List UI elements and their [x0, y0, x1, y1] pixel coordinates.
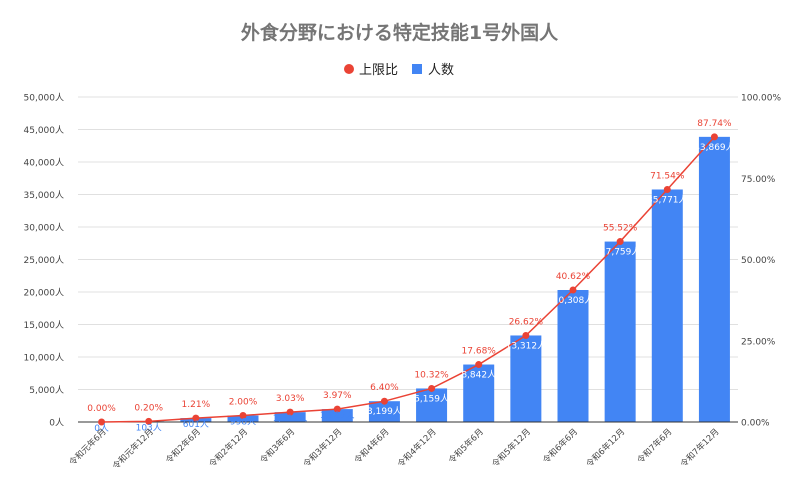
ratio-data-label: 26.62%	[509, 317, 544, 327]
ratio-point	[145, 417, 153, 425]
x-tick-label: 令和7年6月	[635, 426, 674, 465]
bar-data-label: 27,759人	[600, 247, 641, 258]
gridlines	[78, 96, 738, 390]
chart-title: 外食分野における特定技能1号外国人	[241, 21, 559, 44]
y-left-tick-label: 10,000人	[24, 353, 65, 364]
ratio-data-label: 71.54%	[650, 171, 685, 181]
ratio-point	[569, 286, 577, 294]
ratio-data-label: 0.20%	[134, 403, 163, 413]
x-axis-tick-labels: 令和元年6月 令和元年12月 令和2年6月 令和2年12月 令和3年6月 令和3年12月令…	[67, 426, 722, 471]
x-tick-label: 令和3年6月	[258, 426, 297, 465]
x-tick-label: 令和6年6月	[541, 426, 580, 465]
x-tick-label: 令和5年12月	[490, 426, 533, 469]
bar	[416, 388, 448, 422]
bar-data-label: 998人	[230, 417, 256, 428]
bar	[368, 401, 400, 422]
ratio-data-label: 2.00%	[229, 398, 258, 408]
ratio-point	[475, 361, 483, 369]
ratio-point	[98, 418, 106, 426]
bar	[651, 189, 683, 422]
ratio-data-label: 6.40%	[370, 383, 399, 393]
bar	[510, 335, 542, 422]
bar-data-label: 601人	[183, 419, 209, 430]
y-left-tick-label: 20,000人	[24, 288, 65, 299]
bar-data-label: 1,517人	[273, 413, 308, 424]
bar-data-label: 0人	[94, 423, 109, 434]
x-tick-label: 令和2年12月	[207, 426, 250, 469]
legend: 上限比 人数	[344, 63, 454, 78]
bar-data-label: 1,985人	[320, 410, 355, 421]
y-right-tick-label: 50.00%	[741, 256, 776, 266]
bar-series	[133, 136, 730, 422]
y-left-tick-label: 35,000人	[24, 190, 65, 201]
legend-marker-count	[412, 64, 422, 74]
bar-data-label: 8,842人	[461, 370, 496, 381]
ratio-data-label: 55.52%	[603, 224, 638, 234]
y-left-tick-label: 5,000人	[29, 385, 64, 396]
bar-data-label: 5,159人	[414, 393, 449, 404]
ratio-point	[710, 133, 718, 141]
y-left-tick-label: 15,000人	[24, 320, 65, 331]
x-tick-label: 令和元年12月	[110, 426, 155, 471]
y-axis-left: 0人 5,000人 10,000人 15,000人 20,000人 25,000人 30,0…	[24, 93, 65, 429]
x-tick-label: 令和4年12月	[395, 426, 438, 469]
ratio-point	[428, 384, 436, 392]
ratio-point	[380, 397, 388, 405]
ratio-data-label: 10.32%	[414, 370, 449, 380]
x-tick-label: 令和5年6月	[446, 426, 485, 465]
y-right-tick-label: 100.00%	[741, 94, 781, 104]
y-right-tick-label: 75.00%	[741, 175, 776, 185]
x-tick-label: 令和元年6月	[67, 426, 109, 468]
x-tick-label: 令和2年6月	[164, 426, 203, 465]
x-tick-label: 令和3年12月	[301, 426, 344, 469]
ratio-data-label: 3.97%	[323, 391, 352, 401]
bar	[274, 412, 306, 422]
ratio-line-series	[98, 133, 718, 426]
ratio-line	[101, 136, 715, 423]
legend-marker-ratio	[344, 64, 354, 74]
bar-data-label: 20,308人	[553, 295, 594, 306]
y-left-tick-label: 0人	[49, 418, 64, 429]
y-right-tick-label: 25.00%	[741, 337, 776, 347]
legend-label-ratio: 上限比	[359, 63, 398, 78]
ratio-data-label: 40.62%	[556, 272, 591, 282]
ratio-data-label: 1.21%	[182, 400, 211, 410]
bar-data-label: 3,199人	[367, 406, 402, 417]
bar-data-label: 35,771人	[647, 194, 688, 205]
bar	[557, 289, 589, 422]
bar-data-labels: 0人 103人 601人 998人 1,517人 1,985人 3,199人 5,159人 8,…	[94, 142, 734, 434]
ratio-point	[192, 414, 200, 422]
ratio-point	[239, 412, 247, 419]
x-tick-label: 令和7年12月	[678, 426, 721, 469]
y-left-tick-label: 30,000人	[24, 223, 65, 234]
bar	[463, 364, 495, 422]
ratio-data-label: 3.03%	[276, 394, 305, 404]
y-left-tick-label: 25,000人	[24, 255, 65, 266]
ratio-data-labels: 0.00% 0.20% 1.21% 2.00% 3.03% 3.97% 6.40% 10.32…	[87, 119, 732, 414]
x-tick-label: 令和6年12月	[584, 426, 627, 469]
y-right-tick-label: 0.00%	[741, 419, 770, 429]
legend-label-count: 人数	[428, 63, 454, 78]
ratio-data-label: 17.68%	[462, 347, 497, 357]
y-left-tick-label: 50,000人	[24, 93, 65, 104]
ratio-point	[286, 408, 294, 416]
bar-data-label: 43,869人	[694, 142, 735, 153]
bar	[321, 409, 353, 422]
y-left-tick-label: 45,000人	[24, 125, 65, 136]
y-axis-right: 0.00% 25.00% 50.00% 75.00% 100.00%	[741, 94, 781, 429]
ratio-data-label: 87.74%	[697, 119, 732, 129]
ratio-point	[333, 405, 341, 413]
ratio-point	[616, 238, 624, 246]
ratio-point	[663, 185, 671, 193]
bar-data-label: 103人	[136, 422, 162, 433]
x-tick-label: 令和4年6月	[352, 426, 391, 465]
ratio-data-label: 0.00%	[87, 404, 116, 414]
bar-data-label: 13,312人	[506, 340, 547, 351]
bar	[698, 136, 730, 422]
y-left-tick-label: 40,000人	[24, 158, 65, 169]
bar	[604, 241, 636, 422]
ratio-point	[522, 331, 530, 339]
